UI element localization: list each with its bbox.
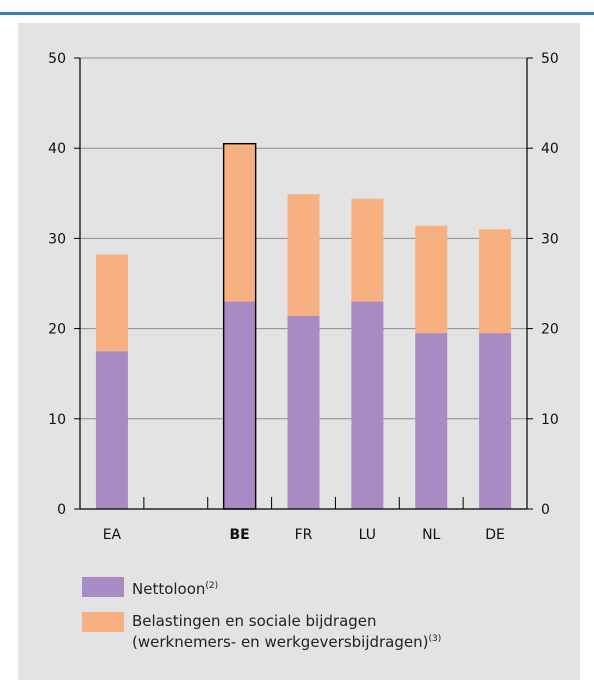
ytick-label-left-20: 20	[48, 322, 66, 338]
bar-LU-series-1	[351, 198, 384, 302]
ytick-label-left-40: 40	[48, 141, 66, 157]
xtick-label-NL: NL	[422, 527, 440, 543]
tick-labels: 0 0 10 10 20 20 30 30 40 40 50 50 EA BE FR LU NL DE	[48, 51, 559, 543]
bar-DE-series-1	[479, 229, 512, 334]
bar-DE-series-0	[479, 333, 512, 509]
ytick-label-left-30: 30	[48, 231, 66, 247]
stacked-bar-chart: 0 0 10 10 20 20 30 30 40 40 50 50 EA BE FR LU NL DE	[48, 51, 559, 543]
ytick-label-left-0: 0	[57, 502, 66, 518]
bar-BE-series-1	[223, 143, 256, 302]
xtick-label-EA: EA	[103, 527, 122, 543]
legend-label-taxes: Belastingen en sociale bijdragen	[132, 612, 377, 630]
ytick-label-right-40: 40	[541, 141, 559, 157]
legend-label-taxes-line2: (werknemers- en werkgeversbijdragen)	[132, 633, 429, 651]
ytick-label-right-30: 30	[541, 231, 559, 247]
legend-swatch-net-wage	[82, 577, 124, 597]
axes	[74, 57, 533, 510]
bar-FR-series-0	[287, 315, 320, 509]
legend-note-3: (3)	[428, 634, 442, 644]
xtick-label-FR: FR	[295, 527, 313, 543]
xtick-label-BE: BE	[230, 527, 250, 543]
xtick-label-LU: LU	[359, 527, 376, 543]
legend-swatch-taxes	[82, 612, 124, 632]
ytick-label-left-50: 50	[48, 51, 66, 67]
bar-NL-series-1	[415, 225, 448, 334]
bar-LU-series-0	[351, 301, 384, 509]
bar-EA-series-1	[95, 254, 128, 352]
ytick-label-right-0: 0	[541, 502, 550, 518]
top-rule	[0, 12, 594, 15]
ytick-label-right-50: 50	[541, 51, 559, 67]
bar-BE-series-0	[223, 301, 256, 509]
ytick-label-left-10: 10	[48, 412, 66, 428]
bar-EA-series-0	[95, 351, 128, 509]
legend-label-net-wage: Nettoloon	[132, 580, 206, 598]
xtick-label-DE: DE	[485, 527, 505, 543]
legend-note-2: (2)	[205, 581, 219, 591]
bars	[95, 142, 512, 510]
ytick-label-right-20: 20	[541, 322, 559, 338]
bar-NL-series-0	[415, 333, 448, 509]
bar-FR-series-1	[287, 194, 320, 316]
ytick-label-right-10: 10	[541, 412, 559, 428]
